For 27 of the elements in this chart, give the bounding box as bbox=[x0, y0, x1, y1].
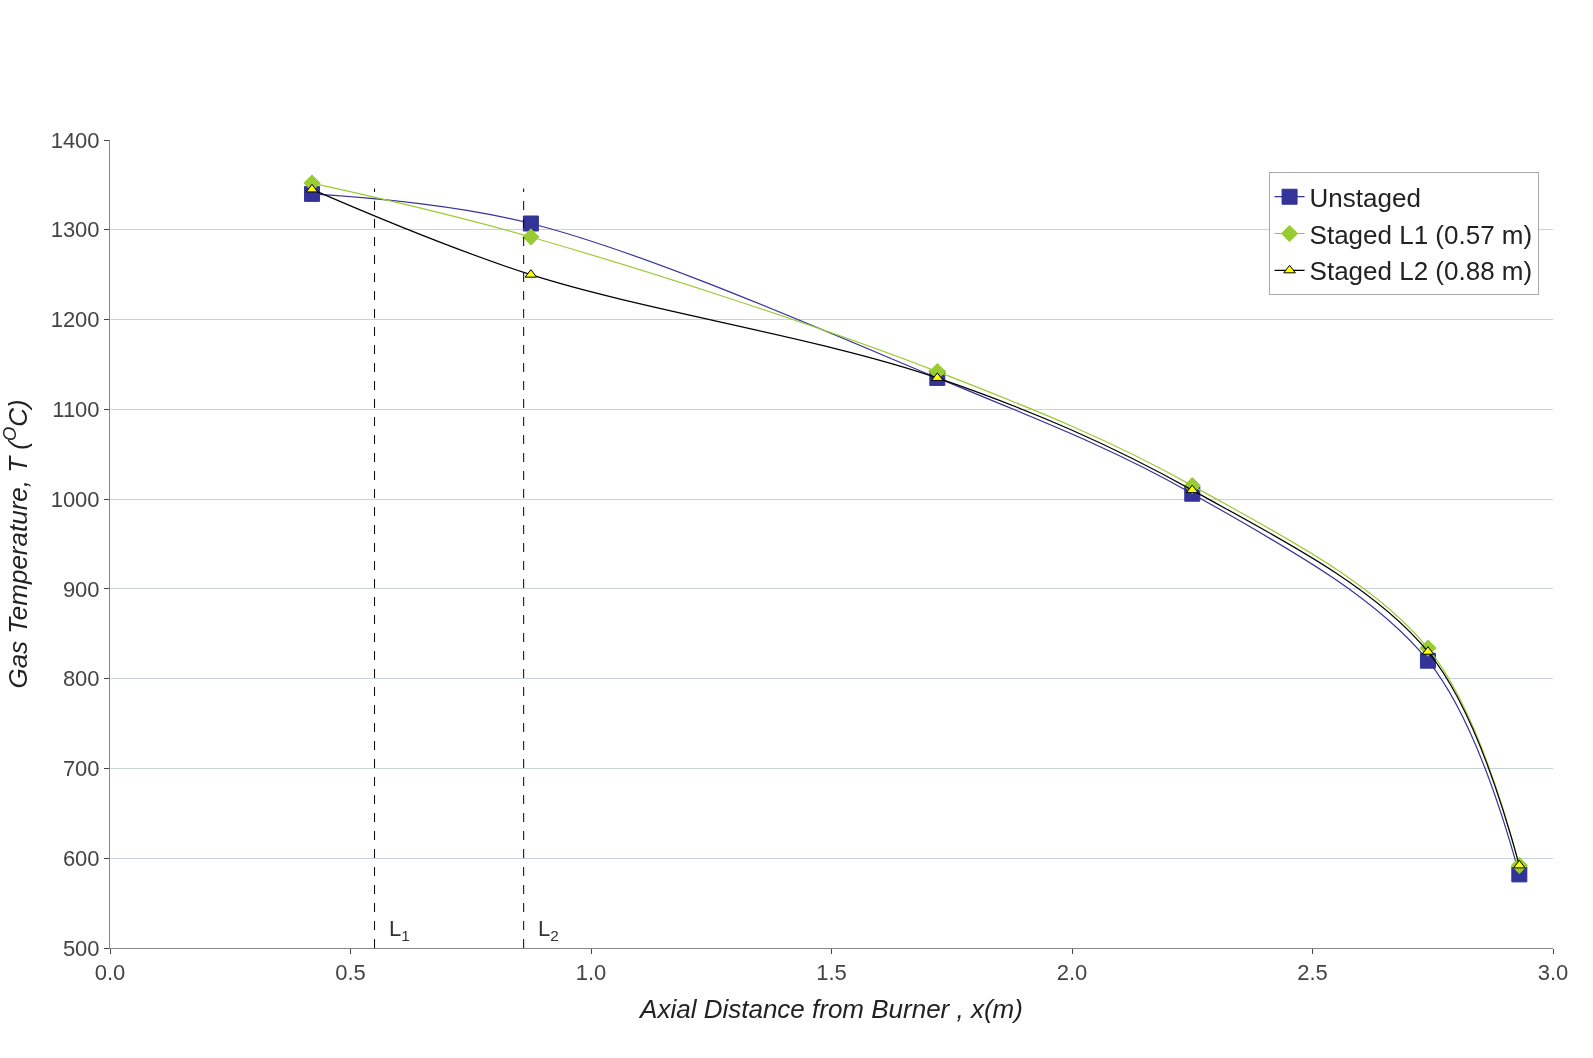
y-tick-label: 900 bbox=[62, 576, 100, 602]
x-tick-label: 2.5 bbox=[1297, 960, 1328, 986]
point bbox=[522, 215, 539, 232]
y-tick-label: 800 bbox=[62, 666, 100, 692]
x-tick-label: 1.0 bbox=[575, 960, 607, 986]
ref-line-label: L$_{1}$ bbox=[389, 916, 410, 944]
y-tick-label: 1400 bbox=[50, 127, 100, 153]
x-tick-label: 2.0 bbox=[1056, 960, 1088, 986]
x-tick-label: 0.0 bbox=[94, 960, 126, 986]
y-tick-label: 500 bbox=[62, 935, 100, 961]
y-tick-label: 700 bbox=[62, 756, 100, 782]
x-tick-label: 1.5 bbox=[816, 960, 847, 986]
y-tick-label: 1200 bbox=[50, 307, 100, 333]
y-tick-label: 1100 bbox=[52, 397, 100, 423]
x-axis-title: Axial Distance from Burner , x(m) bbox=[638, 994, 1023, 1025]
point bbox=[1185, 484, 1199, 494]
legend-label: Staged L2 (0.88 m) bbox=[1309, 256, 1533, 287]
point bbox=[305, 183, 319, 193]
point bbox=[522, 228, 540, 246]
y-tick-label: 600 bbox=[62, 845, 100, 871]
y-tick-label: 1000 bbox=[50, 486, 100, 512]
ref-line-label: L$_{2}$ bbox=[538, 916, 559, 944]
y-tick-label: 1300 bbox=[50, 217, 100, 243]
x-tick-label: 3.0 bbox=[1537, 960, 1569, 986]
legend-label: Staged L1 (0.57 m) bbox=[1309, 219, 1533, 250]
legend-label: Unstaged bbox=[1309, 182, 1421, 213]
x-tick-label: 0.5 bbox=[335, 960, 366, 986]
